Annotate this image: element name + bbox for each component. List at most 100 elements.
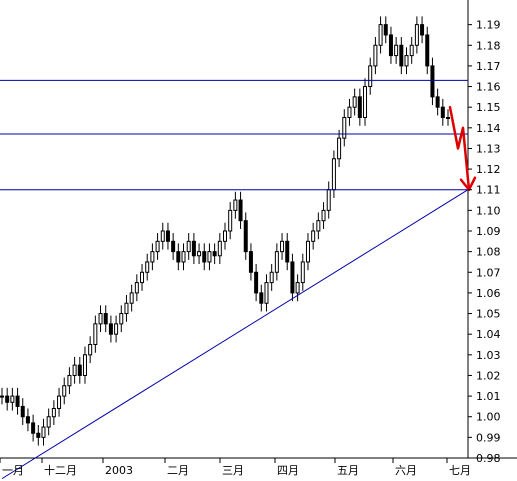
y-tick-label: 1.07 [476, 266, 501, 279]
candle-body [160, 230, 165, 242]
candle-body [41, 426, 46, 438]
candle-body [420, 24, 425, 36]
x-tick-label: 二月 [167, 464, 189, 477]
y-tick-label: 1.04 [476, 328, 501, 341]
y-tick-label: 1.06 [476, 287, 501, 300]
candle-body [62, 385, 67, 397]
candle-body [207, 251, 212, 263]
candle-body [238, 199, 243, 222]
candle-body [409, 44, 414, 57]
candle-body [10, 395, 15, 403]
x-tick-label: 七月 [449, 464, 471, 477]
candle-body [373, 44, 378, 67]
candle-body [181, 251, 186, 263]
candle-body [15, 395, 20, 407]
x-tick-label: 十二月 [44, 463, 77, 477]
candle-body [259, 292, 264, 304]
y-tick-label: 1.17 [476, 60, 501, 73]
candle-body [186, 240, 191, 253]
candle-body [36, 432, 41, 438]
y-tick-label: 1.10 [476, 204, 501, 217]
y-tick-label: 0.98 [476, 452, 501, 465]
candle-body [295, 282, 300, 294]
trendline-group [1, 189, 469, 480]
candle-body [155, 240, 160, 253]
candle-body [435, 96, 440, 108]
y-tick-label: 0.99 [476, 431, 501, 444]
x-tick-label: 三月 [222, 464, 244, 477]
chart-frame [0, 0, 517, 459]
candle-body [404, 55, 409, 67]
candle-body [20, 405, 25, 418]
candle-body [98, 313, 103, 325]
candle-body [357, 96, 362, 119]
candle-body [300, 261, 305, 284]
candle-body [368, 65, 373, 88]
candle-body [347, 106, 352, 118]
candle-body [363, 86, 368, 119]
arrow-path [448, 105, 471, 191]
candle-body [119, 313, 124, 325]
candle-body [129, 292, 134, 304]
horizontal-resistance-lines [0, 79, 468, 191]
candle-body [378, 24, 383, 46]
candle-body [264, 282, 269, 304]
candle-body [191, 240, 196, 257]
candle-body [233, 199, 238, 211]
candle-body [274, 251, 279, 273]
candle-body [316, 220, 321, 232]
candle-body [140, 271, 145, 284]
candle-body [254, 271, 259, 294]
candle-body [352, 96, 357, 108]
y-tick-label: 1.09 [476, 225, 501, 238]
candle-body [342, 117, 347, 139]
y-tick-label: 1.19 [476, 19, 501, 32]
candle-body [269, 271, 274, 284]
y-tick-label: 1.16 [476, 81, 501, 94]
candle-body [145, 261, 150, 273]
candle-body [212, 251, 217, 257]
candle-body [124, 302, 129, 315]
y-tick-label: 1.08 [476, 246, 501, 259]
candle-body [103, 313, 108, 325]
candlestick-series [0, 16, 450, 446]
candle-body [67, 374, 72, 387]
x-tick-label: 一月 [2, 464, 24, 477]
y-tick-label: 1.18 [476, 39, 501, 52]
candle-body [72, 364, 77, 376]
candle-body [326, 189, 331, 211]
candle-body [93, 323, 98, 346]
candle-body [25, 416, 30, 424]
candle-body [176, 251, 181, 263]
candle-body [5, 395, 10, 403]
candle-body [228, 209, 233, 232]
candle-body [337, 137, 342, 160]
candle-body [280, 240, 285, 253]
candle-body [171, 240, 176, 253]
candle-body [440, 106, 445, 118]
candle-body [197, 251, 202, 257]
candle-body [46, 416, 51, 428]
candle-body [388, 34, 393, 57]
candle-body [430, 65, 435, 98]
candle-body [414, 24, 419, 46]
candle-body [114, 323, 119, 335]
candle-body [217, 240, 222, 257]
y-tick-label: 1.02 [476, 369, 501, 382]
candle-body [425, 34, 430, 67]
x-tick-label: 六月 [395, 464, 417, 477]
candle-body [57, 395, 62, 409]
candle-body [399, 44, 404, 67]
candle-body [31, 422, 36, 434]
candle-body [223, 230, 227, 242]
y-tick-label: 1.05 [476, 308, 501, 321]
x-tick-label: 四月 [277, 464, 299, 477]
candle-body [134, 282, 139, 294]
y-tick-label: 1.14 [476, 122, 501, 135]
y-tick-label: 1.03 [476, 349, 501, 362]
candle-body [243, 220, 248, 253]
y-axis: 0.98 0.99 1.00 1.01 1.02 1.03 1.04 1.05 1.06 1.07… [468, 19, 501, 465]
candle-body [82, 354, 87, 376]
trendline [1, 189, 469, 480]
